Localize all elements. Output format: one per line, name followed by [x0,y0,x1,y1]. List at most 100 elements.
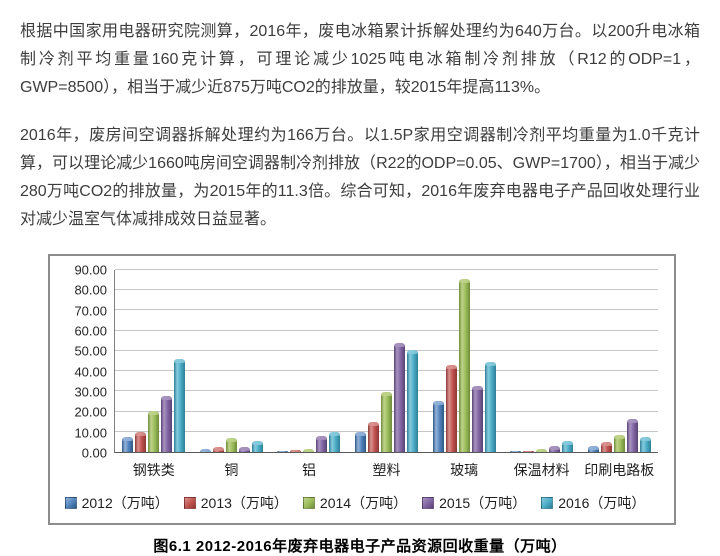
x-axis-category-label: 铝 [301,462,316,478]
y-tick-label: 10.00 [74,425,107,441]
bar [536,449,548,452]
legend-item: 2012（万吨） [64,493,169,513]
gridline [115,329,658,331]
bar-groups [115,270,658,452]
bar-top-cap [407,349,419,354]
y-tick-label: 80.00 [74,282,107,298]
bar-top-cap [303,448,315,452]
bar [600,442,612,452]
gridline [115,309,658,311]
legend-swatch [541,497,554,509]
legend-label: 2014（万吨） [319,495,408,511]
bar-group [115,270,193,452]
y-tick-label: 50.00 [74,343,107,359]
bar-top-cap [626,418,638,423]
y-axis: 0.00 10.00 20.00 30.00 40.00 50.00 60.00 70.00 8… [52,264,114,460]
legend-label: 2016（万吨） [558,495,646,511]
bar-top-cap [613,435,625,440]
bar-group [270,270,348,452]
gridline [115,269,658,270]
bar [199,449,211,452]
bar-top-cap [587,445,599,450]
bar [290,450,302,452]
bar-top-cap [135,432,147,437]
bar-top-cap [471,386,483,391]
figure-caption: 图6.1 2012-2016年废弃电器电子产品资源回收重量（万吨） [153,538,567,555]
legend-item: 2014（万吨） [302,493,408,513]
x-axis-category-label: 塑料 [372,462,401,478]
bar [329,432,341,452]
y-tick-label: 30.00 [74,384,107,400]
bar [148,410,160,452]
bar-group [425,270,503,452]
bar-top-cap [329,432,341,437]
y-tick-label: 90.00 [74,262,107,278]
bar [562,440,574,452]
y-tick-label: 60.00 [74,323,107,339]
bar [238,446,250,452]
bar [639,436,651,452]
bar-top-cap [355,431,367,436]
bar-top-cap [484,362,496,367]
bar-top-cap [458,279,470,284]
bar-top-cap [549,446,561,451]
gridline [115,349,658,351]
bar-top-cap [445,365,457,370]
paragraph-aircon: 2016年，废房间空调器拆解处理约为166万台。以1.5P家用空调器制冷剂平均重… [20,127,700,228]
bar-top-cap [277,450,289,452]
legend-swatch [183,497,196,509]
bar-top-cap [536,449,548,452]
bar [368,421,380,452]
y-tick-label: 20.00 [74,404,107,420]
bar [355,431,367,452]
x-axis-category-label: 玻璃 [450,462,479,478]
legend-swatch [302,497,315,509]
x-axis-category-label: 钢铁类 [132,462,175,478]
bar [407,349,419,452]
legend-label: 2012（万吨） [81,495,169,511]
chart-main: 0.00 10.00 20.00 30.00 40.00 50.00 60.00 70.00 8… [52,264,658,460]
bar [432,401,444,452]
bar [471,386,483,452]
paragraph-fridge: 根据中国家用电器研究院测算，2016年，废电冰箱累计拆解处理约为640万台。以2… [20,23,700,96]
bar-group [193,270,271,452]
bar [626,418,638,452]
y-tick-label: 70.00 [74,303,107,319]
bar-group [503,270,581,452]
bar [523,451,535,452]
gridline [115,390,658,392]
bar-top-cap [238,446,250,451]
bar [303,448,315,452]
bar [458,279,470,452]
bar [174,358,186,452]
bar-top-cap [316,436,328,441]
bar-group [348,270,426,452]
bar-top-cap [251,441,263,446]
bar-group [580,270,658,452]
bar [510,451,522,452]
bar [225,437,237,452]
bar-top-cap [432,401,444,406]
bar-top-cap [174,358,186,363]
legend-label: 2015（万吨） [439,495,527,511]
bar-top-cap [368,421,380,426]
bar-top-cap [600,442,612,447]
bar [394,342,406,452]
x-axis-category-label: 保温材料 [513,462,570,478]
gridline [115,370,658,372]
gridline [115,289,658,291]
bar [381,392,393,452]
bar [161,396,173,452]
bar-top-cap [562,440,574,445]
bar [484,362,496,452]
plot-area [114,269,658,453]
x-axis-labels: 钢铁类 铜 铝 塑料 玻璃 保温材料 印刷电路板 [115,460,658,480]
bar-top-cap [523,451,535,452]
bar-top-cap [639,436,651,441]
bar-top-cap [225,437,237,442]
bar [277,450,289,452]
legend-swatch [422,497,435,509]
bar-top-cap [394,342,406,347]
legend: 2012（万吨） 2013（万吨） 2014（万吨） 2015（万吨） 2016（万吨） [52,493,658,513]
